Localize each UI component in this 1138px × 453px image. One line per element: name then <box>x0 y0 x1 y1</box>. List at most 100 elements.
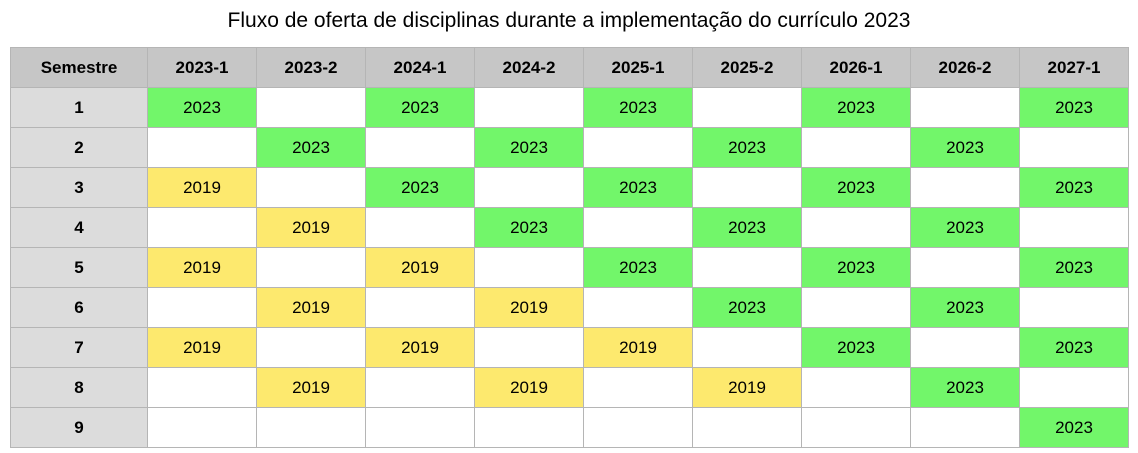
empty-cell <box>1019 367 1129 408</box>
curriculum-cell-2023: 2023 <box>256 127 366 168</box>
table-row: 8 2019 2019 2019 2023 <box>10 367 1129 408</box>
empty-cell <box>692 407 802 448</box>
empty-cell <box>692 247 802 288</box>
row-header-semestre: 9 <box>10 407 148 448</box>
empty-cell <box>256 407 366 448</box>
empty-cell <box>1019 127 1129 168</box>
curriculum-cell-2023: 2023 <box>801 247 911 288</box>
table-row: 5 2019 2019 2023 2023 2023 <box>10 247 1129 288</box>
empty-cell <box>256 167 366 208</box>
table-row: 7 2019 2019 2019 2023 2023 <box>10 327 1129 368</box>
curriculum-cell-2023: 2023 <box>910 287 1020 328</box>
row-header-semestre: 2 <box>10 127 148 168</box>
row-header-semestre: 8 <box>10 367 148 408</box>
curriculum-cell-2023: 2023 <box>365 167 475 208</box>
empty-cell <box>583 287 693 328</box>
curriculum-cell-2023: 2023 <box>147 87 257 128</box>
curriculum-cell-2019: 2019 <box>365 247 475 288</box>
empty-cell <box>147 127 257 168</box>
empty-cell <box>365 207 475 248</box>
empty-cell <box>474 327 584 368</box>
empty-cell <box>583 207 693 248</box>
empty-cell <box>801 127 911 168</box>
empty-cell <box>583 407 693 448</box>
curriculum-cell-2019: 2019 <box>256 287 366 328</box>
empty-cell <box>910 247 1020 288</box>
column-header-2024-1: 2024-1 <box>365 47 475 88</box>
row-header-semestre: 4 <box>10 207 148 248</box>
curriculum-cell-2019: 2019 <box>147 247 257 288</box>
column-header-2025-2: 2025-2 <box>692 47 802 88</box>
empty-cell <box>910 167 1020 208</box>
curriculum-cell-2023: 2023 <box>365 87 475 128</box>
row-header-semestre: 6 <box>10 287 148 328</box>
column-header-2024-2: 2024-2 <box>474 47 584 88</box>
curriculum-flow-table: Semestre 2023-1 2023-2 2024-1 2024-2 2025-1 20… <box>10 47 1129 448</box>
empty-cell <box>365 407 475 448</box>
empty-cell <box>801 207 911 248</box>
curriculum-cell-2023: 2023 <box>474 207 584 248</box>
row-header-semestre: 5 <box>10 247 148 288</box>
empty-cell <box>147 407 257 448</box>
empty-cell <box>692 167 802 208</box>
empty-cell <box>692 87 802 128</box>
empty-cell <box>474 247 584 288</box>
empty-cell <box>801 407 911 448</box>
empty-cell <box>474 167 584 208</box>
curriculum-cell-2023: 2023 <box>1019 407 1129 448</box>
curriculum-cell-2023: 2023 <box>692 207 802 248</box>
table-row: 2 2023 2023 2023 2023 <box>10 127 1129 168</box>
empty-cell <box>256 247 366 288</box>
curriculum-cell-2023: 2023 <box>474 127 584 168</box>
curriculum-cell-2019: 2019 <box>256 367 366 408</box>
curriculum-cell-2019: 2019 <box>365 327 475 368</box>
empty-cell <box>910 407 1020 448</box>
curriculum-cell-2023: 2023 <box>583 167 693 208</box>
empty-cell <box>692 327 802 368</box>
column-header-semestre: Semestre <box>10 47 148 88</box>
empty-cell <box>256 327 366 368</box>
table-body: 1 2023 2023 2023 2023 2023 2 2023 2023 2023 2023 3 2… <box>10 87 1129 448</box>
empty-cell <box>365 127 475 168</box>
empty-cell <box>365 367 475 408</box>
curriculum-cell-2023: 2023 <box>692 127 802 168</box>
empty-cell <box>474 87 584 128</box>
curriculum-cell-2019: 2019 <box>474 367 584 408</box>
row-header-semestre: 1 <box>10 87 148 128</box>
column-header-2025-1: 2025-1 <box>583 47 693 88</box>
curriculum-cell-2023: 2023 <box>910 127 1020 168</box>
table-row: 1 2023 2023 2023 2023 2023 <box>10 87 1129 128</box>
curriculum-cell-2023: 2023 <box>583 247 693 288</box>
empty-cell <box>583 367 693 408</box>
curriculum-cell-2023: 2023 <box>801 327 911 368</box>
curriculum-cell-2019: 2019 <box>256 207 366 248</box>
curriculum-cell-2019: 2019 <box>692 367 802 408</box>
curriculum-cell-2023: 2023 <box>1019 167 1129 208</box>
header-row: Semestre 2023-1 2023-2 2024-1 2024-2 2025-1 20… <box>10 47 1129 88</box>
curriculum-cell-2019: 2019 <box>147 167 257 208</box>
empty-cell <box>147 287 257 328</box>
table-row: 4 2019 2023 2023 2023 <box>10 207 1129 248</box>
table-row: 3 2019 2023 2023 2023 2023 <box>10 167 1129 208</box>
empty-cell <box>147 207 257 248</box>
curriculum-cell-2023: 2023 <box>801 87 911 128</box>
curriculum-cell-2023: 2023 <box>1019 87 1129 128</box>
empty-cell <box>147 367 257 408</box>
empty-cell <box>801 367 911 408</box>
curriculum-cell-2023: 2023 <box>1019 247 1129 288</box>
table-title: Fluxo de oferta de disciplinas durante a… <box>227 9 911 32</box>
column-header-2026-2: 2026-2 <box>910 47 1020 88</box>
empty-cell <box>365 287 475 328</box>
curriculum-cell-2023: 2023 <box>910 367 1020 408</box>
table-row: 9 2023 <box>10 407 1129 448</box>
column-header-2026-1: 2026-1 <box>801 47 911 88</box>
empty-cell <box>801 287 911 328</box>
curriculum-cell-2023: 2023 <box>692 287 802 328</box>
curriculum-cell-2023: 2023 <box>1019 327 1129 368</box>
empty-cell <box>256 87 366 128</box>
table-row: 6 2019 2019 2023 2023 <box>10 287 1129 328</box>
curriculum-cell-2023: 2023 <box>910 207 1020 248</box>
empty-cell <box>474 407 584 448</box>
curriculum-cell-2023: 2023 <box>801 167 911 208</box>
column-header-2023-2: 2023-2 <box>256 47 366 88</box>
